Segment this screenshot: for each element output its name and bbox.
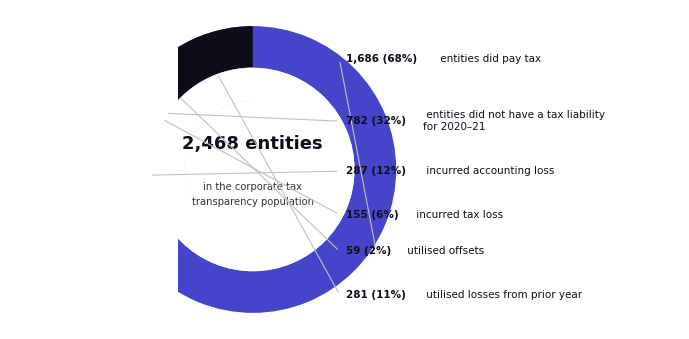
Text: 1,686 (68%): 1,686 (68%) xyxy=(346,55,418,64)
Text: entities did pay tax: entities did pay tax xyxy=(437,55,541,64)
Text: utilised losses from prior year: utilised losses from prior year xyxy=(422,290,582,300)
Wedge shape xyxy=(186,68,253,118)
Text: incurred tax loss: incurred tax loss xyxy=(413,210,504,220)
Text: 155 (6%): 155 (6%) xyxy=(346,210,399,220)
Text: 59 (2%): 59 (2%) xyxy=(346,246,391,256)
Text: incurred accounting loss: incurred accounting loss xyxy=(423,166,554,176)
Text: utilised offsets: utilised offsets xyxy=(404,246,484,256)
Text: 281 (11%): 281 (11%) xyxy=(346,290,406,300)
Wedge shape xyxy=(151,138,190,211)
Wedge shape xyxy=(176,93,208,125)
Text: in the corporate tax
transparency population: in the corporate tax transparency popula… xyxy=(192,182,313,207)
Text: 287 (12%): 287 (12%) xyxy=(346,166,407,176)
Wedge shape xyxy=(110,26,396,313)
Wedge shape xyxy=(151,68,355,271)
Wedge shape xyxy=(110,26,253,228)
Text: entities did not have a tax liability
for 2020–21: entities did not have a tax liability fo… xyxy=(423,111,605,132)
Text: 782 (32%): 782 (32%) xyxy=(346,116,407,126)
Wedge shape xyxy=(156,104,200,148)
Text: 2,468 entities: 2,468 entities xyxy=(183,136,323,154)
Circle shape xyxy=(185,101,321,238)
